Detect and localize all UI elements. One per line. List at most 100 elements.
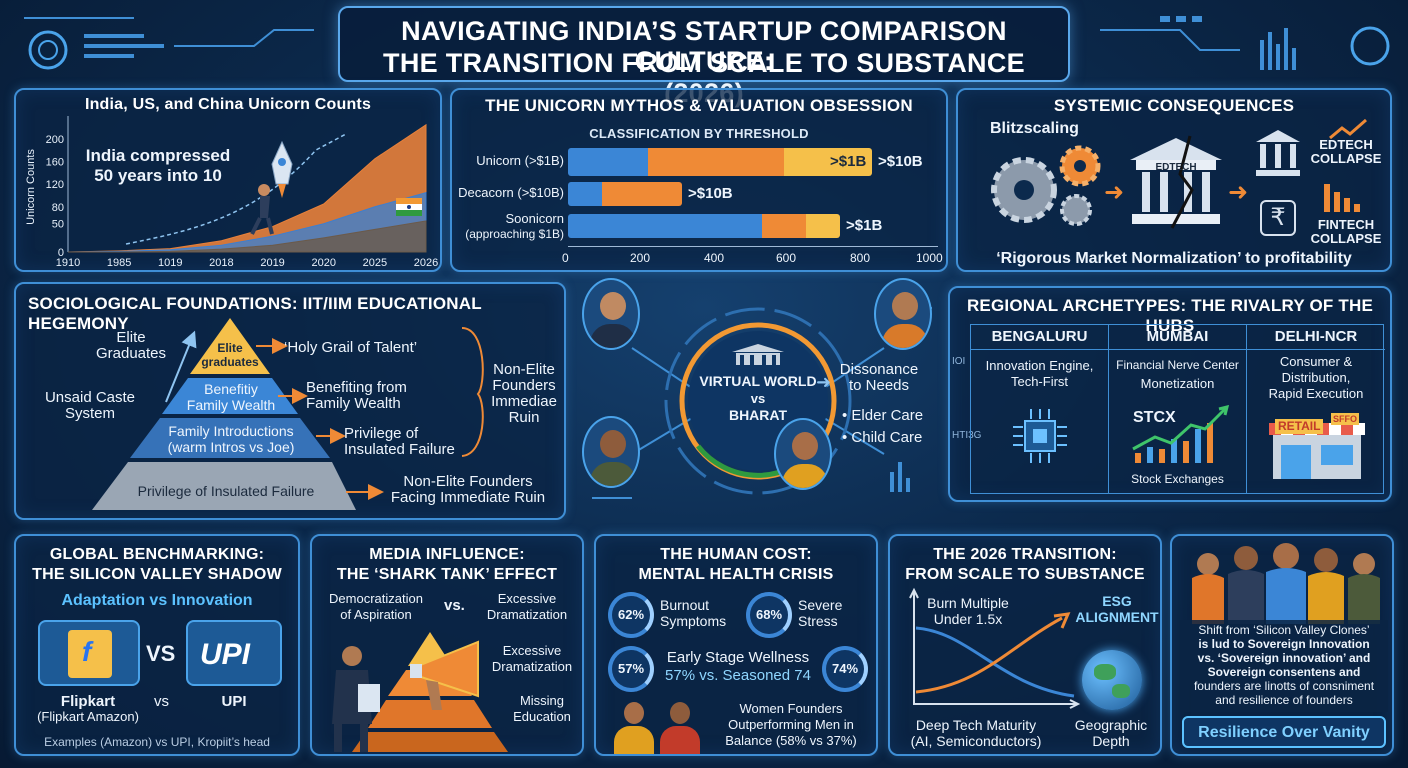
mythos-axis-line (568, 246, 938, 247)
human-title-line1: THE HUMAN COST: (660, 546, 812, 563)
hub-column-mumbai: MUMBAI Financial Nerve Center Monetizati… (1109, 325, 1247, 493)
geographic-line1: Geographic (1074, 717, 1148, 733)
soonicorn-row-label-1: Soonicorn (505, 211, 564, 226)
stock-caption: Stock Exchanges (1131, 472, 1224, 486)
axis-tick-0: 0 (562, 251, 569, 265)
x-tick-label: 2018 (209, 257, 233, 269)
global-title-line2: THE SILICON VALLEY SHADOW (32, 566, 282, 583)
mythos-subtitle: CLASSIFICATION BY THRESHOLD (589, 126, 809, 141)
burn-line1: Burn Multiple (927, 595, 1009, 611)
global-panel: GLOBAL BENCHMARKING: THE SILICON VALLEY … (14, 534, 300, 756)
hub-column-bengaluru: BENGALURU Innovation Engine, Tech-First (971, 325, 1109, 493)
flipkart-label: Flipkart (60, 693, 116, 710)
stat1-label-2: Symptoms (660, 613, 727, 629)
excessive2-line2: Dramatization (491, 659, 573, 674)
arrow-label-insulated-1: Privilege of (344, 425, 419, 442)
deep-tech-line1: Deep Tech Maturity (915, 717, 1037, 733)
hub-name: DELHI-NCR (1274, 328, 1358, 345)
building-icon (730, 342, 786, 373)
soonicorn-bar-after-label: >$1B (846, 217, 883, 234)
avatar (614, 698, 654, 754)
upi-label: UPI (221, 693, 247, 710)
esg-line1: ESG (1102, 593, 1132, 609)
nonelite-founders-2: Founders (492, 377, 556, 394)
trend-dashed-line (125, 133, 347, 245)
upi-logo-icon: UPI (186, 620, 282, 686)
header-title-line2: THE TRANSITION FROM SCALE TO SUBSTANCE (… (383, 48, 1025, 108)
dissonance-line1: Dissonance (839, 361, 919, 378)
x-tick-label: 2026 (414, 257, 438, 269)
bank-icon (1254, 128, 1302, 185)
gears-icon (984, 140, 1104, 237)
edtech-building-sign: EDTECH (1155, 162, 1197, 173)
mythos-title: THE UNICORN MYTHOS & VALUATION OBSESSION (485, 96, 913, 115)
globe-icon (1082, 650, 1142, 710)
x-tick-label: 1985 (107, 257, 131, 269)
megaphone-icon (408, 636, 498, 721)
arrow-right-icon: ➜ (816, 372, 832, 392)
x-tick-label: 2019 (260, 257, 284, 269)
excessive2-line1: Excessive (502, 643, 562, 658)
global-subtitle: Adaptation vs Innovation (61, 592, 253, 609)
esg-line2: ALIGNMENT (1075, 609, 1159, 625)
avatar (774, 418, 832, 490)
center-line2: vs (750, 391, 766, 406)
unicorn-bar-segment-label: >$1B (830, 153, 867, 170)
arrow-label-nonelite-1: Non-Elite Founders (403, 473, 533, 490)
stat-ring: 68% (746, 592, 792, 638)
flipkart-logo-icon: f (38, 620, 140, 686)
x-tick-label: 2025 (363, 257, 387, 269)
unicorn-chart-panel: India, US, and China Unicorn Counts Unic… (14, 88, 442, 272)
avatar (660, 698, 700, 754)
axis-tick-600: 600 (776, 251, 797, 265)
elite-graduates-label-2: Graduates (95, 345, 167, 362)
shop-sign: SFFO (1331, 413, 1359, 426)
transition-curve-chart (909, 587, 1081, 709)
stat-ring: 57% (608, 646, 654, 692)
hub-desc-line1: Financial Nerve Center (1116, 358, 1239, 372)
soonicorn-bar (568, 214, 840, 238)
human-panel: THE HUMAN COST: MENTAL HEALTH CRISIS 62%… (594, 534, 878, 756)
sociological-panel: SOCIOLOGICAL FOUNDATIONS: IIT/IIM EDUCAT… (14, 282, 566, 520)
founders-text-line5: founders are linotts of consniment (1193, 679, 1375, 693)
unicorn-chart: Unicorn Counts 0 50 80 120 160 200 1910 1985 1019… (25, 116, 438, 269)
soonicorn-row-label-2: (approaching $1B) (465, 227, 564, 241)
avatar (582, 278, 640, 350)
fintech-chart-icon (1322, 180, 1366, 219)
stat-ring: 74% (822, 646, 868, 692)
founders-panel: Shift from ‘Silicon Valley Clones’ is lu… (1170, 534, 1394, 756)
hub-desc-line1: Consumer & (1279, 354, 1353, 369)
democratization-line2: of Aspiration (340, 607, 412, 622)
women-line3: Balance (58% vs 37%) (725, 733, 857, 748)
avatar (582, 416, 640, 488)
circuit-decoration-left (14, 10, 314, 80)
pyramid-tier1-line2: graduates (201, 355, 259, 369)
bullet-elder-care: • Elder Care (842, 407, 924, 424)
pyramid-tier3-line1: Family Introductions (168, 423, 294, 439)
stat-ring: 62% (608, 592, 654, 638)
excessive1-line1: Excessive (497, 591, 557, 606)
chip-icon (1011, 407, 1069, 470)
rupee-icon: ₹ (1260, 200, 1296, 236)
arrow-label-family-wealth-2: Family Wealth (306, 395, 401, 412)
circuit-decoration-right (1100, 10, 1400, 80)
stat-value: 62% (617, 607, 645, 622)
caste-label-2: System (64, 405, 115, 422)
nonelite-founders-3: Immediae (491, 393, 557, 410)
excessive1-line2: Dramatization (486, 607, 568, 622)
resilience-button[interactable]: Resilience Over Vanity (1182, 716, 1386, 748)
transition-panel: THE 2026 TRANSITION: FROM SCALE TO SUBST… (888, 534, 1162, 756)
x-tick-label: 1019 (158, 257, 182, 269)
unicorn-annotation-line2: 50 years into 10 (94, 166, 222, 185)
stat2-label-2: Stress (798, 613, 838, 629)
stat2-label-1: Severe (798, 597, 843, 613)
media-panel: MEDIA INFLUENCE: THE ‘SHARK TANK’ EFFECT… (310, 534, 584, 756)
wellness-line1: Early Stage Wellness (666, 649, 810, 666)
fintech-collapse-line1: FINTECH (1317, 217, 1375, 232)
pyramid-tier1-line1: Elite (217, 341, 243, 355)
arrow-label-insulated-2: Insulated Failure (344, 441, 455, 458)
media-title-line1: MEDIA INFLUENCE: (369, 546, 525, 563)
hub-column-delhi: DELHI-NCR Consumer & Distribution, Rapid… (1247, 325, 1385, 493)
hub-desc-line2: Monetization (1140, 376, 1215, 391)
nonelite-founders-1: Non-Elite (493, 361, 555, 378)
